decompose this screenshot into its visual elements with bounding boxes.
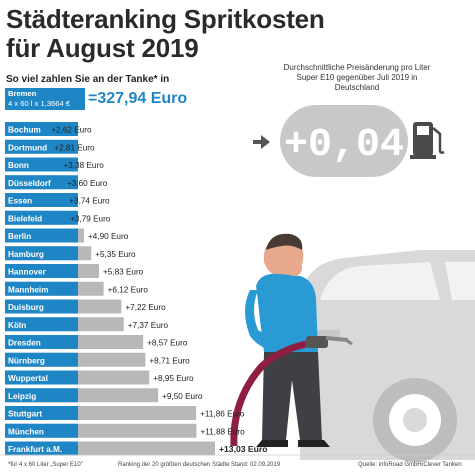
bar-city-label: Bochum [8, 126, 41, 135]
bar-city-label: Stuttgart [8, 410, 42, 419]
bar-city-box [5, 210, 78, 225]
bremen-city: Bremen [8, 89, 37, 98]
price-change-info: Durchschnittliche Preisänderung pro Lite… [283, 63, 431, 92]
footer-note: *für 4 x 60 Liter „Super E10" [8, 462, 83, 468]
bar-value-label: +11,86 Euro [200, 410, 245, 419]
arrow-right-icon [253, 135, 270, 149]
bar [5, 157, 60, 172]
bar-city-label: Hannover [8, 268, 47, 277]
bar-city-label: Dortmund [8, 143, 47, 152]
bar-value-label: +3,79 Euro [70, 214, 111, 223]
bar [5, 264, 99, 278]
footer-ranking: Ranking der 20 größten deutschen Städte [118, 462, 230, 468]
bar [5, 370, 150, 385]
bar-city-label: Nürnberg [8, 356, 45, 365]
bar-city-label: Leipzig [8, 392, 36, 401]
bar-value-label: +2,62 Euro [51, 126, 92, 135]
bar-city-box [5, 406, 78, 420]
bar-value-label: +8,57 Euro [147, 339, 188, 348]
car-illustration [300, 250, 475, 462]
bar-value-label: +8,95 Euro [153, 374, 194, 383]
bar-city-box [5, 441, 78, 456]
bar [5, 441, 215, 456]
person-illustration [245, 233, 330, 447]
bar-city-box [5, 335, 78, 349]
bar [5, 193, 66, 207]
bar-city-box [5, 175, 78, 190]
bar-value-label: +8,71 Euro [149, 356, 190, 365]
bar-city-box [5, 352, 78, 367]
bar [5, 423, 197, 438]
bar-city-label: München [8, 427, 44, 436]
bar-value-label: +7,37 Euro [128, 321, 169, 330]
fuel-pump-icon [410, 122, 445, 159]
bar-city-box [5, 370, 78, 385]
bar-city-label: Dresden [8, 339, 41, 348]
bar-city-label: Mannheim [8, 285, 49, 294]
title-line-2: für August 2019 [6, 33, 199, 63]
bar-city-box [5, 281, 78, 296]
bar-value-label: +6,12 Euro [108, 285, 149, 294]
bar-city-box [5, 299, 78, 314]
bar [5, 246, 92, 261]
bar [5, 281, 104, 296]
bremen-total: =327,94 Euro [88, 90, 188, 107]
bar-city-label: Düsseldorf [8, 179, 51, 188]
bar-city-box [5, 423, 78, 438]
bar [5, 175, 64, 190]
page-title: Städteranking Spritkosten für August 201… [6, 5, 325, 63]
bar [5, 388, 159, 403]
title-line-1: Städteranking Spritkosten [6, 4, 325, 34]
bar-value-label: +3,74 Euro [69, 197, 110, 206]
bar-city-label: Berlin [8, 232, 31, 241]
bar-city-box [5, 228, 78, 243]
bar-city-label: Frankfurt a.M. [8, 445, 62, 454]
bar-chart: Bochum +2,62 Euro Dortmund +2,81 Euro Bonn +3… [5, 122, 268, 456]
bar-value-label: +9,50 Euro [162, 392, 203, 401]
subtitle: So viel zahlen Sie an der Tanke* in [6, 74, 170, 85]
bar-value-label: +7,22 Euro [125, 303, 166, 312]
bar-city-label: Köln [8, 321, 26, 330]
bar-city-label: Bonn [8, 161, 29, 170]
bar-city-label: Bielefeld [8, 214, 42, 223]
bar-city-box [5, 122, 78, 136]
price-display-oval [280, 105, 408, 177]
bar-value-label: +4,90 Euro [88, 232, 129, 241]
bar [5, 210, 67, 225]
bremen-box: Bremen 4 x 60 l x 1,3664 € [5, 88, 85, 110]
bar-city-box [5, 317, 78, 332]
bar-city-label: Essen [8, 197, 32, 206]
bar [5, 317, 124, 332]
bar-value-label: +5,83 Euro [103, 268, 144, 277]
footer-source: Quelle: infoRoad GmbH/Clever Tanken [358, 462, 462, 468]
bremen-formula: 4 x 60 l x 1,3664 € [8, 99, 71, 108]
bar-value-label: +5,35 Euro [95, 250, 136, 259]
bar-value-label: +2,81 Euro [54, 143, 95, 152]
bar [5, 335, 144, 349]
bar-value-label: +3,38 Euro [63, 161, 104, 170]
bar [5, 299, 122, 314]
bar [5, 139, 51, 154]
bar-city-label: Hamburg [8, 250, 44, 259]
bar-city-label: Duisburg [8, 303, 44, 312]
bar-city-box [5, 264, 78, 278]
bar-value-label: +11,88 Euro [200, 427, 245, 436]
bar-city-box [5, 157, 78, 172]
bar-value-label: +3,60 Euro [67, 179, 108, 188]
fuel-nozzle-icon [230, 336, 353, 447]
bar [5, 352, 146, 367]
bar [5, 122, 48, 136]
bar-city-box [5, 246, 78, 261]
bar [5, 406, 197, 420]
bar-city-box [5, 193, 78, 207]
bar [5, 228, 84, 243]
bar-city-box [5, 388, 78, 403]
bar-value-label: +13,03 Euro [219, 444, 268, 454]
bar-city-box [5, 139, 78, 154]
footer-date: Stand: 02.09.2019 [231, 462, 281, 468]
bar-city-label: Wuppertal [8, 374, 48, 383]
price-display-value: +0,04 [284, 123, 404, 168]
